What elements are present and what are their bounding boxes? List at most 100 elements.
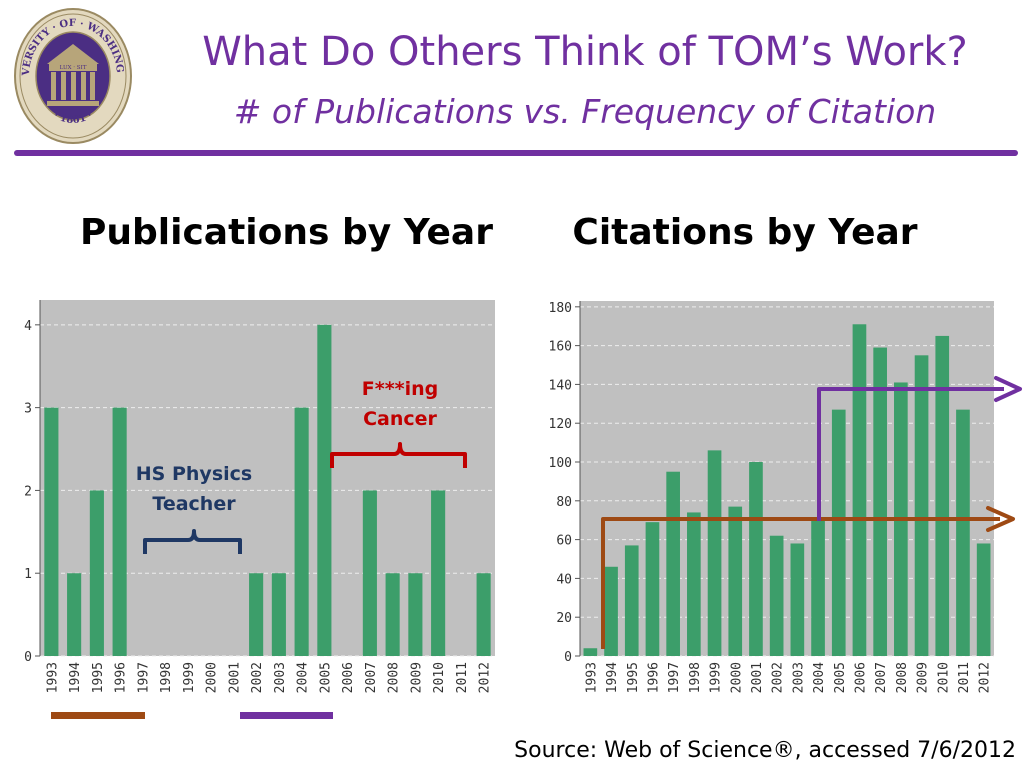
slide-subtitle: # of Publications vs. Frequency of Citat…	[233, 92, 937, 131]
x-tick-label: 2002	[250, 662, 265, 693]
x-tick-label: 2009	[409, 662, 424, 693]
x-tick-label: 1993	[45, 662, 60, 693]
x-tick-label: 2005	[318, 662, 333, 693]
x-tick-label: 1993	[584, 662, 599, 693]
y-tick-label: 3	[24, 402, 32, 417]
source-note: Source: Web of Science®, accessed 7/6/20…	[514, 738, 1016, 763]
bar-2000	[728, 506, 743, 656]
x-tick-label: 1999	[182, 662, 197, 693]
y-tick-label: 40	[556, 572, 572, 587]
x-tick-label: 2003	[791, 662, 806, 693]
seal-banner-text: LUX · SIT	[60, 65, 87, 71]
x-tick-label: 1995	[626, 662, 641, 693]
x-tick-label: 1995	[91, 662, 106, 693]
teacher-annotation: HS Physics Teacher	[124, 459, 264, 519]
bar-2010	[431, 490, 446, 656]
bar-2011	[956, 409, 970, 656]
seal-bottom-text: · 1861 ·	[52, 110, 95, 126]
bar-1997	[666, 471, 680, 656]
bar-2012	[976, 543, 991, 656]
bar-1999	[707, 450, 722, 656]
bar-2007	[362, 490, 377, 656]
bar-2007	[873, 347, 887, 656]
bar-2009	[914, 355, 929, 656]
bar-2003	[790, 543, 805, 656]
publications-chart: 0 1 2 3 4 1993 1994 1995 1996 1997 1998 1999 2000 200…	[24, 300, 495, 693]
y-tick-label: 1	[24, 567, 32, 582]
bar-1993	[583, 648, 598, 656]
bar-2010	[935, 335, 950, 656]
citations-chart-title: Citations by Year	[572, 212, 918, 253]
y-tick-label: 0	[564, 650, 572, 665]
bar-2009	[408, 573, 423, 656]
x-tick-label: 2010	[432, 662, 447, 693]
bar-2001	[749, 462, 763, 656]
bar-2004	[294, 407, 309, 656]
slide-title: What Do Others Think of TOM’s Work?	[202, 29, 968, 75]
x-tick-label: 2001	[750, 662, 765, 693]
bar-2002	[249, 573, 264, 656]
x-tick-label: 2008	[387, 662, 402, 693]
x-tick-label: 2009	[916, 662, 931, 693]
x-tick-label: 2004	[296, 662, 311, 693]
svg-text:· 1861 ·: · 1861 ·	[52, 110, 95, 126]
plot-area	[40, 300, 495, 656]
x-tick-label: 1994	[68, 662, 83, 693]
y-tick-label: 80	[556, 495, 572, 510]
y-tick-label: 120	[549, 417, 572, 432]
y-tick-label: 2	[24, 484, 32, 499]
teacher-annotation-line-2: Teacher	[152, 493, 236, 515]
x-tick-label: 2004	[812, 662, 827, 693]
bar-1993	[44, 407, 59, 656]
purple-arrow	[817, 387, 1004, 521]
cancer-annotation: F***ing Cancer	[330, 374, 470, 434]
x-tick-label: 1996	[646, 662, 661, 693]
bar-2005	[317, 324, 332, 656]
bar-2012	[476, 573, 491, 656]
x-tick-label: 2007	[874, 662, 889, 693]
x-tick-label: 2003	[273, 662, 288, 693]
y-tick-label: 100	[549, 456, 572, 471]
teacher-annotation-line-1: HS Physics	[135, 463, 253, 485]
purple-arrowhead	[994, 376, 1022, 402]
cancer-annotation-line-1: F***ing	[361, 378, 439, 400]
x-tick-label: 2006	[853, 662, 868, 693]
bar-1995	[89, 490, 104, 656]
y-tick-label: 20	[556, 611, 572, 626]
y-tick-label: 4	[24, 319, 32, 334]
x-tick-label: 2008	[895, 662, 910, 693]
bar-1998	[687, 512, 701, 656]
plot-area	[580, 301, 994, 656]
bar-2002	[769, 535, 784, 656]
bar-2006	[852, 324, 867, 656]
publications-chart-title: Publications by Year	[80, 212, 493, 253]
brown-period-bar	[51, 712, 145, 719]
cancer-annotation-line-2: Cancer	[363, 408, 437, 430]
y-tick-label: 160	[549, 340, 572, 355]
teacher-brace	[143, 529, 242, 554]
x-tick-label: 1996	[114, 662, 129, 693]
x-tick-label: 2010	[936, 662, 951, 693]
bar-1994	[67, 573, 82, 656]
bar-2003	[271, 573, 286, 656]
x-tick-label: 2002	[771, 662, 786, 693]
x-tick-label: 2000	[729, 662, 744, 693]
purple-period-bar	[240, 712, 333, 719]
bar-1994	[604, 566, 618, 656]
x-tick-label: 2012	[478, 662, 493, 693]
y-tick-label: 0	[24, 650, 32, 665]
university-seal-logo: UNIVERSITY · OF · WASHINGTON · 1861 · LU…	[13, 6, 132, 144]
cancer-brace	[330, 442, 467, 468]
bar-1996	[645, 522, 660, 656]
x-tick-label: 2000	[205, 662, 220, 693]
x-tick-label: 2011	[455, 662, 470, 693]
brown-arrowhead	[986, 506, 1015, 532]
x-tick-label: 1994	[605, 662, 620, 693]
bar-2008	[385, 573, 400, 656]
y-tick-label: 60	[556, 534, 572, 549]
bar-1996	[112, 407, 127, 656]
x-tick-label: 1998	[159, 662, 174, 693]
citations-chart: 0 20 40 60 80 100 120 140 160 180 1993 1994 1995 1996…	[549, 301, 1022, 693]
x-tick-label: 2006	[341, 662, 356, 693]
x-tick-label: 2012	[978, 662, 993, 693]
